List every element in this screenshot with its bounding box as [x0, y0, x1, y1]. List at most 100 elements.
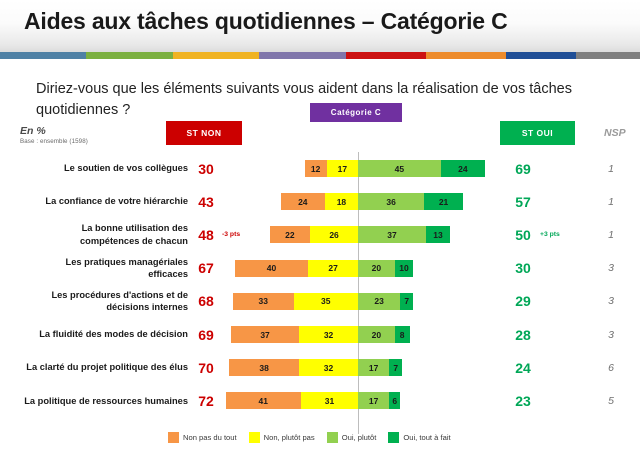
question-text: Diriez-vous que les éléments suivants vo…: [36, 81, 572, 119]
strip-segment-6: [425, 52, 506, 59]
stacked-bar: 33 35 23 7: [232, 292, 414, 310]
chart-row: La fluidité des modes de décision 69 37 32 2…: [0, 318, 640, 351]
st-oui-value: 23: [515, 392, 531, 409]
stacked-bar: 40 27 20 10: [234, 259, 414, 277]
stacked-bar: 24 18 36 21: [280, 193, 463, 211]
bar-segment-2: 32: [299, 359, 358, 377]
chart-row: La politique de ressources humaines 72 41 3…: [0, 384, 640, 417]
bar-segment-3: 20: [357, 326, 395, 343]
legend-label: Oui, plutôt: [341, 433, 377, 442]
legend-swatch-3: [326, 432, 338, 443]
legend-label: Oui, tout à fait: [403, 433, 451, 442]
bar-segment-2: 32: [299, 326, 358, 343]
stacked-bar: 12 17 45 24: [304, 160, 485, 177]
legend-item: Non, plutôt pas: [248, 432, 315, 443]
st-non-value: 72: [198, 392, 214, 409]
legend-swatch-2: [248, 432, 260, 443]
bar-segment-3: 17: [357, 359, 390, 377]
row-label: Le soutien de vos collègues: [64, 163, 188, 174]
nsp-value: 5: [608, 394, 614, 407]
legend-swatch-4: [388, 432, 400, 443]
stacked-bar: 38 32 17 7: [229, 359, 403, 377]
row-label: Les pratiques managériales efficaces: [65, 256, 188, 280]
strip-segment-8: [575, 52, 640, 59]
row-label: La fluidité des modes de décision: [39, 329, 188, 340]
bar-segment-2: 26: [310, 226, 358, 244]
bar-segment-2: 18: [324, 193, 358, 211]
strip-segment-2: [86, 52, 173, 59]
st-non-value: 69: [198, 326, 214, 343]
st-oui-delta: +3 pts: [540, 231, 560, 239]
unit-label: En %: [20, 125, 46, 137]
bar-segment-3: 23: [357, 292, 401, 310]
bar-segment-1: 22: [269, 226, 311, 244]
stacked-bar: 22 26 37 13: [269, 226, 450, 244]
strip-segment-3: [172, 52, 260, 59]
nsp-value: 3: [608, 328, 614, 341]
chart-row: La clarté du projet politique des élus 70…: [0, 351, 640, 384]
row-label: La confiance de votre hiérarchie: [45, 196, 188, 207]
nsp-value: 3: [608, 262, 614, 275]
nsp-header-label: NSP: [604, 127, 626, 139]
st-non-value: 43: [198, 193, 214, 210]
st-non-value: 68: [198, 293, 214, 310]
row-label: La politique de ressources humaines: [24, 395, 188, 406]
bar-segment-1: 12: [304, 160, 327, 177]
page-title: Aides aux tâches quotidiennes – Catégori…: [24, 8, 508, 34]
st-non-value: 48: [198, 226, 214, 243]
nsp-value: 6: [608, 361, 614, 374]
st-oui-value: 57: [515, 193, 531, 210]
st-non-delta: -3 pts: [222, 231, 241, 239]
bar-segment-4: 13: [426, 226, 450, 244]
bar-segment-3: 36: [357, 193, 425, 211]
bar-segment-1: 37: [231, 326, 300, 343]
st-non-value: 30: [198, 160, 214, 177]
base-label: Base : ensemble (1598): [20, 138, 88, 145]
bar-segment-4: 7: [400, 292, 414, 310]
bar-segment-1: 38: [229, 359, 300, 377]
row-label: Les procédures d'actions et de décisions …: [51, 289, 188, 313]
st-oui-value: 69: [515, 160, 531, 177]
bar-segment-4: 7: [389, 359, 403, 377]
st-non-header-badge: ST NON: [166, 121, 242, 145]
bar-segment-2: 27: [308, 259, 358, 277]
legend-label: Non, plutôt pas: [263, 433, 315, 442]
nsp-value: 3: [608, 295, 614, 308]
chart-row: Le soutien de vos collègues 30 12 17 45 24 69 1: [0, 152, 640, 185]
bar-segment-2: 31: [300, 392, 358, 410]
chart-row: La bonne utilisation des compétences de c…: [0, 218, 640, 251]
bar-segment-4: 24: [440, 160, 485, 177]
st-non-value: 70: [198, 359, 214, 376]
unit-note: En % Base : ensemble (1598): [20, 125, 88, 145]
decorative-color-strip: [0, 52, 640, 59]
bar-segment-1: 33: [232, 292, 294, 310]
st-oui-value: 29: [515, 293, 531, 310]
nsp-value: 1: [608, 162, 614, 175]
chart-row: Les procédures d'actions et de décisions …: [0, 285, 640, 318]
legend-swatch-1: [168, 432, 179, 443]
st-oui-value: 24: [515, 359, 531, 376]
st-non-value: 67: [198, 260, 214, 277]
stacked-bar: 37 32 20 8: [231, 326, 410, 343]
title-banner: Aides aux tâches quotidiennes – Catégori…: [0, 0, 640, 52]
legend-item: Non pas du tout: [168, 432, 237, 443]
stacked-bar: 41 31 17 6: [225, 392, 401, 410]
bar-segment-3: 20: [357, 259, 395, 277]
bar-segment-4: 8: [394, 326, 410, 343]
row-label: La bonne utilisation des compétences de c…: [80, 223, 188, 246]
strip-segment-4: [259, 52, 346, 59]
chart-row: La confiance de votre hiérarchie 43 24 18 36…: [0, 185, 640, 218]
legend-label: Non pas du tout: [183, 433, 237, 442]
st-oui-value: 30: [515, 260, 531, 277]
st-oui-value: 28: [515, 326, 531, 343]
chart-legend: Non pas du tout Non, plutôt pas Oui, plutô…: [168, 432, 451, 443]
bar-segment-1: 40: [234, 259, 309, 277]
bar-segment-2: 35: [293, 292, 358, 310]
bar-segment-3: 45: [357, 160, 441, 177]
bar-segment-1: 41: [225, 392, 301, 410]
nsp-value: 1: [608, 195, 614, 208]
bar-segment-1: 24: [280, 193, 325, 211]
row-label: La clarté du projet politique des élus: [26, 362, 188, 373]
strip-segment-5: [345, 52, 426, 59]
strip-segment-1: [0, 52, 87, 59]
